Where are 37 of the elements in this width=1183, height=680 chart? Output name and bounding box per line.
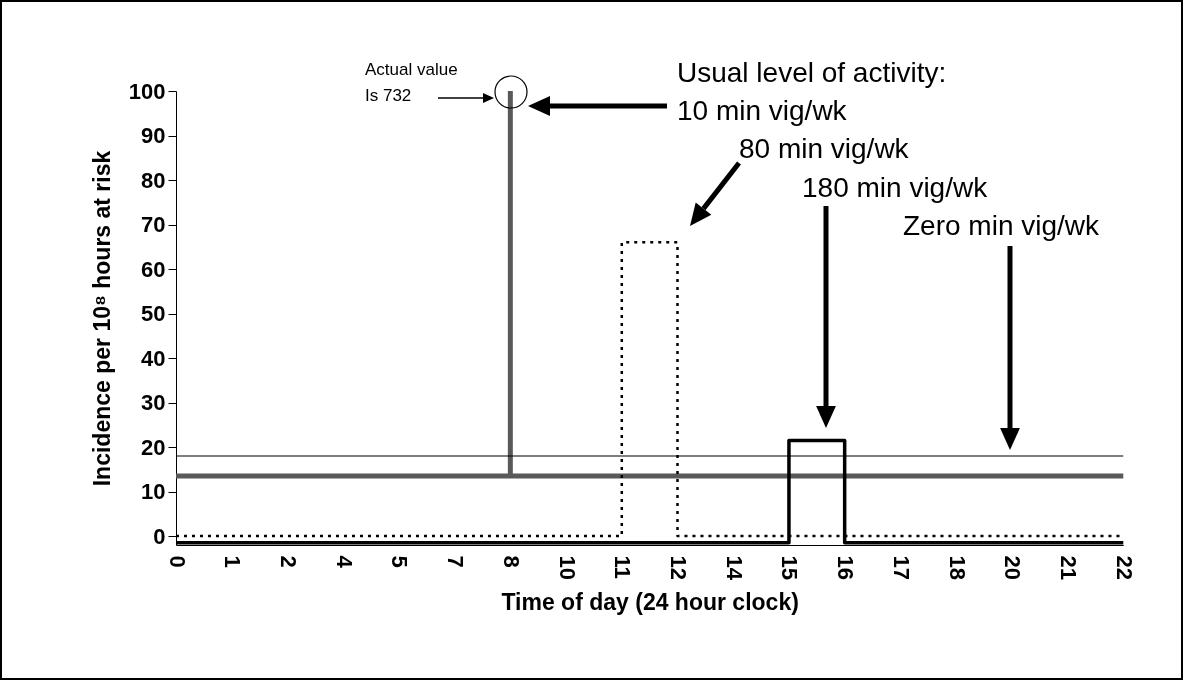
x-tick-label: 4	[331, 555, 357, 569]
y-tick-label: 40	[141, 345, 166, 371]
y-tick-label: 80	[141, 167, 166, 193]
annotation: Actual value Is 732	[365, 60, 458, 105]
x-tick-label: 10	[554, 555, 580, 580]
y-tick-label: 60	[141, 256, 166, 282]
text: Usual level of activity:	[677, 57, 947, 88]
annotation: 10 min vig/wk	[677, 95, 848, 126]
x-tick-label: 0	[164, 555, 190, 568]
y-axis-title: Incidence per 10⁸ hours at risk	[88, 150, 115, 487]
annotation: 80 min vig/wk	[739, 133, 910, 164]
x-tick-label: 14	[721, 555, 747, 581]
x-tick-label: 2	[275, 555, 301, 568]
x-tick-label: 12	[666, 555, 691, 580]
y-tick-label: 50	[141, 301, 166, 327]
y-tick-label: 20	[141, 434, 166, 460]
y-tick-label: 100	[128, 78, 166, 104]
y-tick-label: 90	[141, 123, 166, 149]
x-tick-label: 20	[1000, 555, 1026, 580]
annotation: Zero min vig/wk	[903, 210, 1101, 241]
x-tick-label: 7	[443, 555, 469, 568]
x-tick-label: 18	[944, 555, 970, 580]
x-tick-label: 11	[610, 555, 636, 579]
y-tick-label: 30	[141, 390, 166, 416]
y-tick-label: 10	[141, 479, 166, 505]
x-tick-label: 5	[387, 555, 413, 568]
x-axis-title: Time of day (24 hour clock)	[501, 588, 799, 615]
x-tick-label: 15	[777, 555, 803, 580]
y-tick-label: 0	[153, 523, 166, 549]
x-tick-label: 16	[833, 555, 859, 580]
x-tick-label: 22	[1111, 555, 1137, 580]
x-tick-label: 21	[1056, 555, 1082, 580]
x-tick-label: 1	[220, 555, 246, 568]
x-tick-label: 8	[498, 555, 524, 568]
y-tick-label: 70	[141, 212, 166, 238]
annotation: 180 min vig/wk	[802, 172, 989, 203]
x-tick-label: 17	[888, 555, 914, 580]
